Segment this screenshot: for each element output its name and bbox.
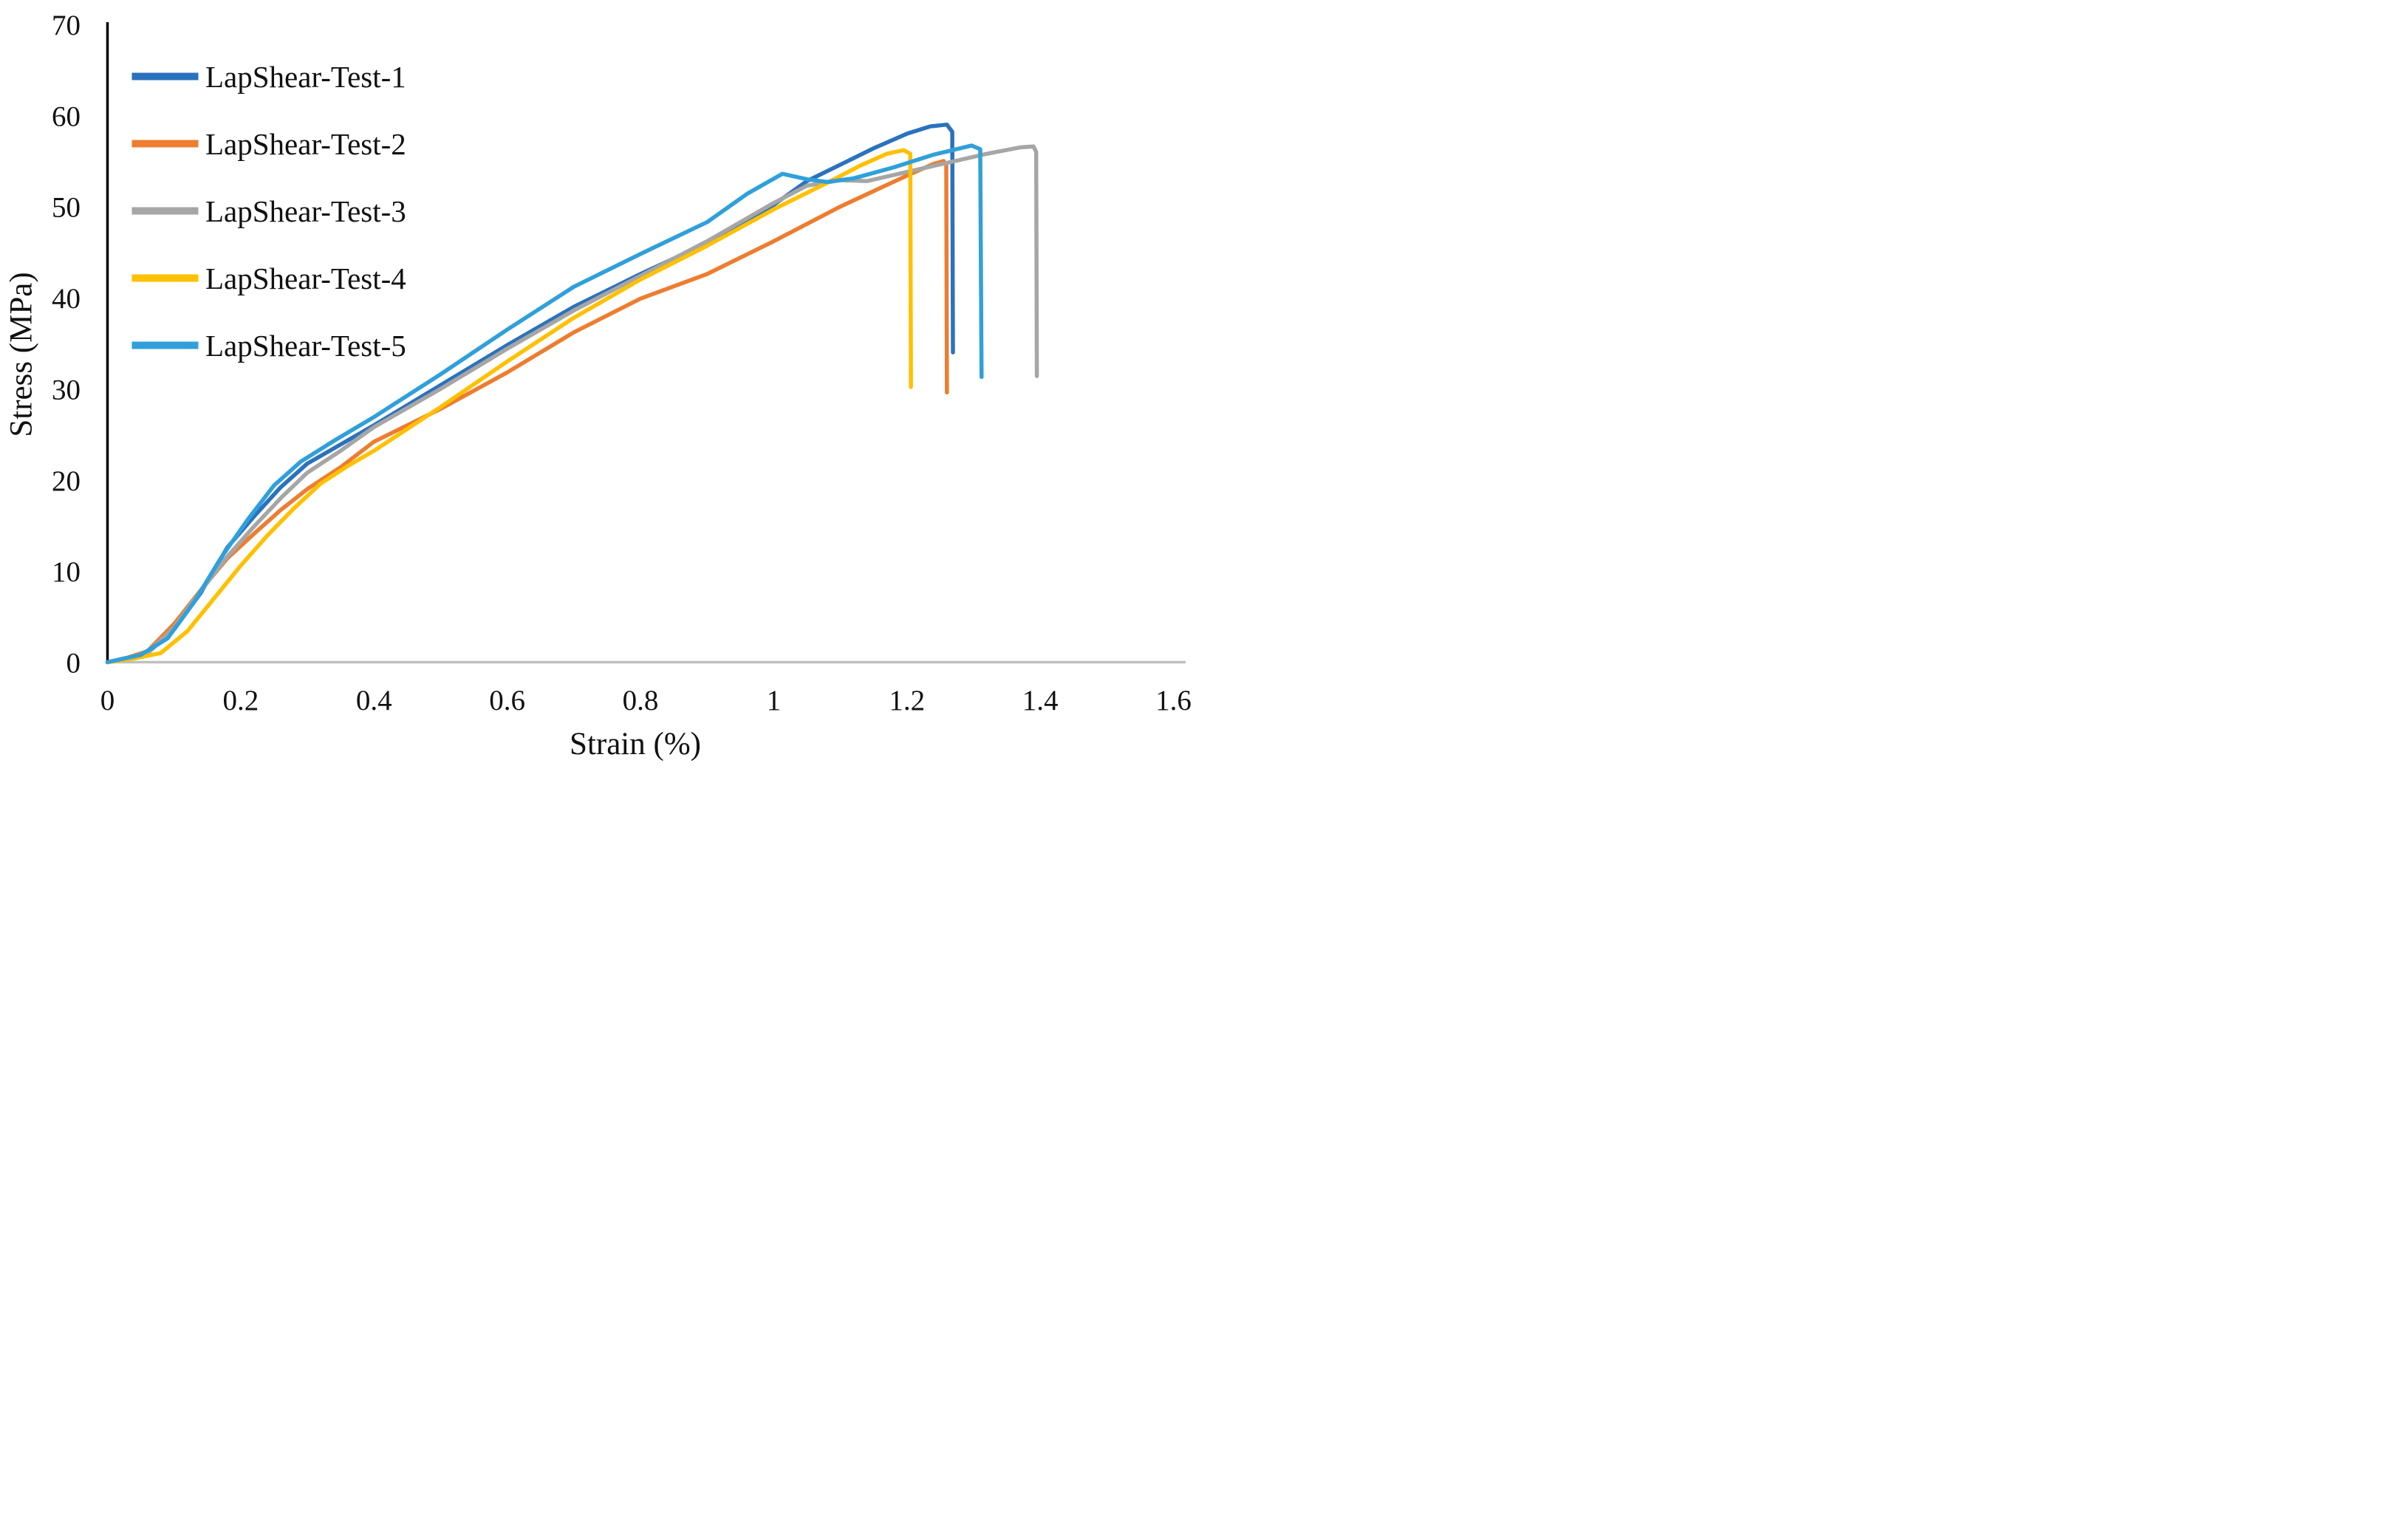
y-tick-label: 60 [52, 100, 81, 132]
x-tick-label: 0.2 [223, 685, 259, 716]
y-axis-tick-labels: 0 10 20 30 40 50 60 70 [52, 10, 81, 680]
y-tick-label: 10 [52, 556, 81, 588]
x-tick-label: 0.4 [356, 685, 392, 716]
legend-item: LapShear-Test-1 [131, 60, 406, 94]
legend-label: LapShear-Test-2 [205, 127, 406, 161]
y-tick-label: 70 [52, 10, 81, 41]
series-line-lapshear-test-2 [105, 159, 949, 665]
figure-page: 0 10 20 30 40 50 60 70 0 0.2 0.4 0.6 0.8 1 1.2 1.4 1.6 … [0, 0, 1194, 770]
legend: LapShear-Test-1 LapShear-Test-2 LapShear-T… [131, 60, 406, 363]
x-tick-label: 1.4 [1022, 685, 1059, 716]
legend-label: LapShear-Test-3 [205, 194, 406, 228]
x-tick-label: 1.2 [889, 685, 925, 716]
y-tick-label: 50 [52, 192, 81, 224]
x-tick-label: 0 [100, 685, 115, 716]
legend-label: LapShear-Test-1 [205, 60, 406, 94]
x-tick-label: 0.6 [489, 685, 525, 716]
y-axis-title: Stress (MPa) [4, 272, 39, 437]
legend-item: LapShear-Test-4 [131, 261, 406, 295]
series-lines [105, 122, 1039, 665]
legend-item: LapShear-Test-2 [131, 127, 406, 161]
series-line-lapshear-test-5 [105, 143, 984, 665]
y-tick-label: 40 [52, 283, 81, 315]
x-tick-label: 0.8 [623, 685, 659, 716]
x-axis-title: Strain (%) [570, 727, 701, 762]
y-tick-label: 0 [66, 648, 81, 680]
y-tick-label: 30 [52, 374, 81, 405]
legend-item: LapShear-Test-5 [131, 329, 406, 363]
x-axis-tick-labels: 0 0.2 0.4 0.6 0.8 1 1.2 1.4 1.6 [100, 685, 1192, 716]
x-tick-label: 1.6 [1155, 685, 1192, 716]
x-tick-label: 1 [767, 685, 782, 716]
legend-label: LapShear-Test-4 [205, 261, 406, 295]
y-tick-label: 20 [52, 465, 81, 497]
legend-item: LapShear-Test-3 [131, 194, 406, 228]
legend-label: LapShear-Test-5 [205, 329, 406, 363]
series-line-lapshear-test-4 [105, 148, 913, 665]
